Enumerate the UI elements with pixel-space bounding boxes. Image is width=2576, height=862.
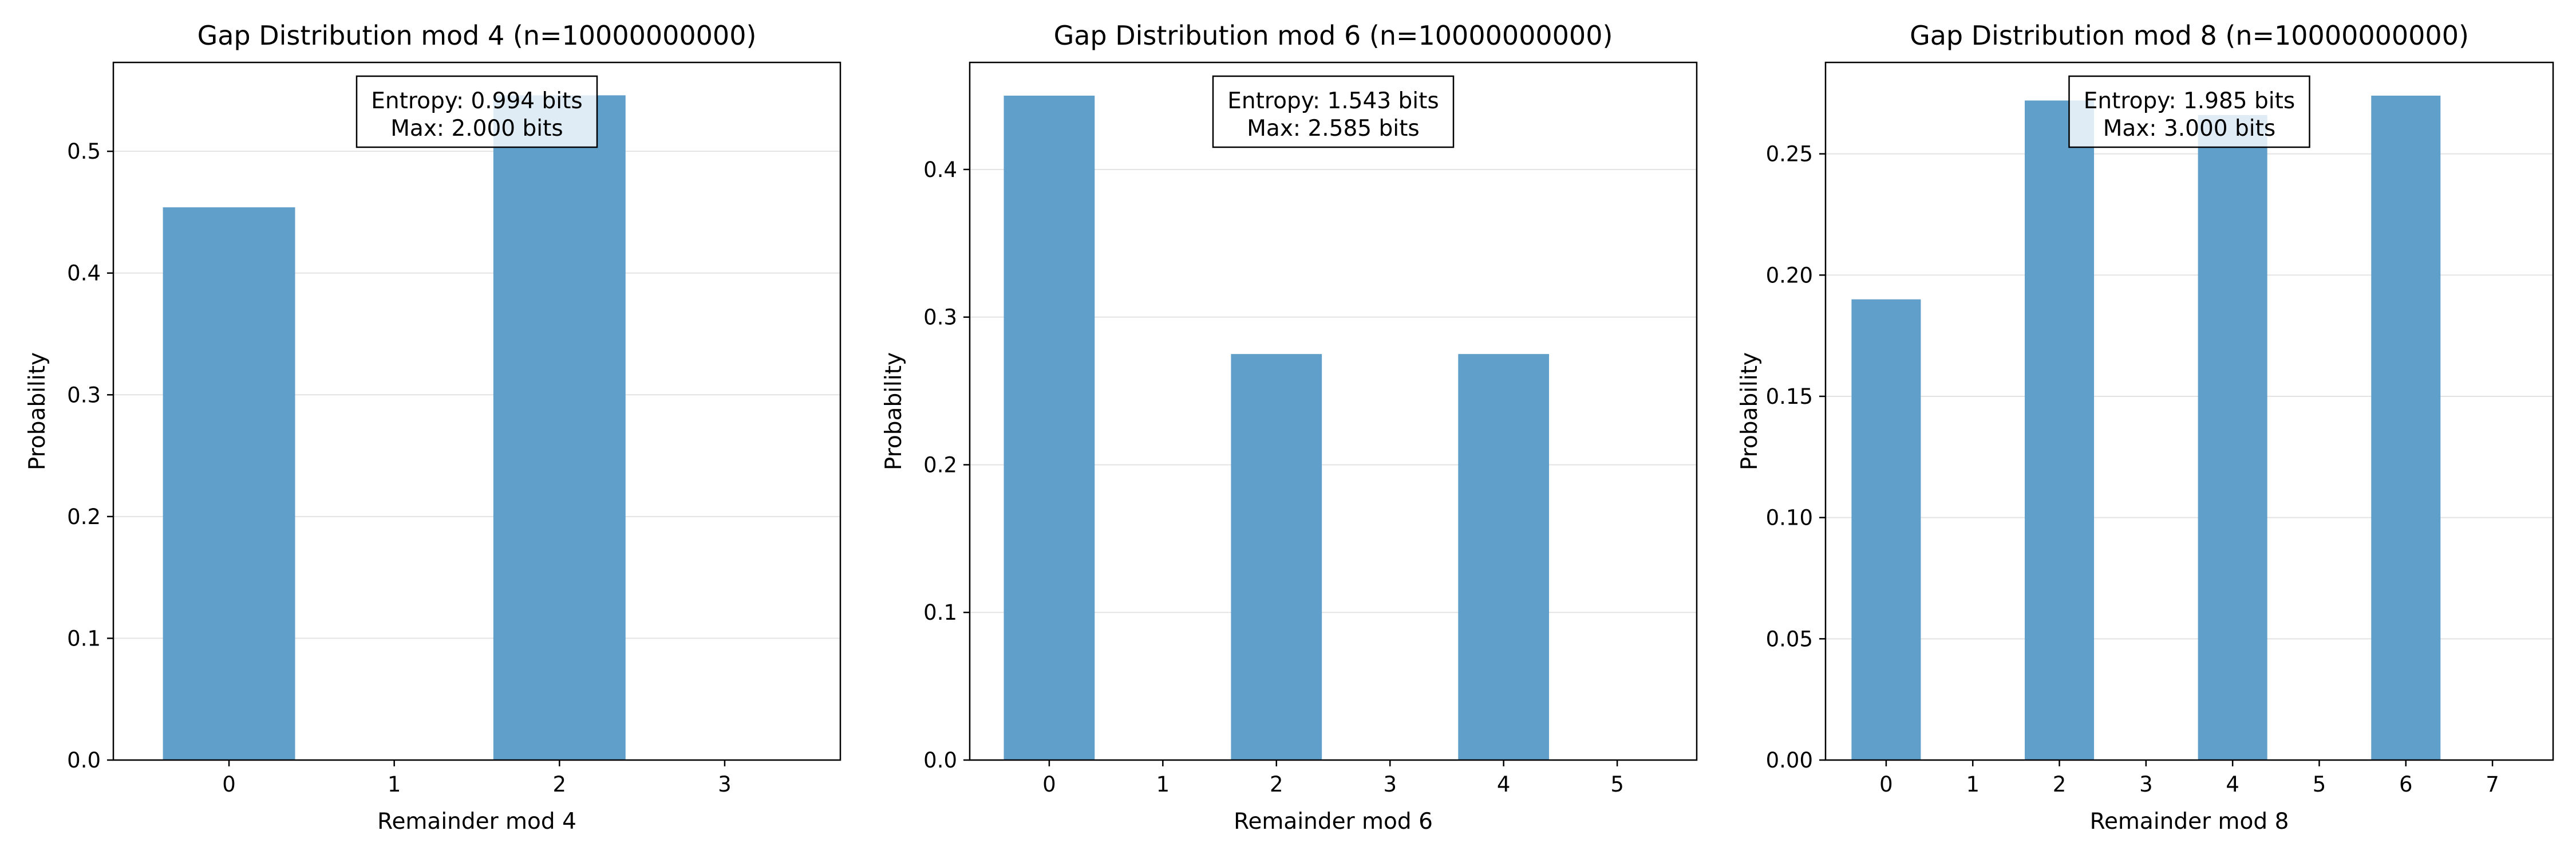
x-tick-label: 2 <box>1270 772 1283 797</box>
annotation-box <box>2068 75 2310 148</box>
y-tick-label: 0.3 <box>923 305 957 330</box>
y-axis-label: Probability <box>25 352 50 470</box>
chart-panel-2: 0.00 0.05 0.10 0.15 0.20 0.25 0 1 2 3 4 5 6 7 Entropy:… <box>1737 20 2554 835</box>
annotation-entropy: Entropy: 0.994 bits <box>371 88 582 114</box>
x-tick-label: 5 <box>2313 772 2326 797</box>
axes-frame <box>1824 61 2554 761</box>
y-tick-label: 0.4 <box>923 158 957 182</box>
x-tick-label: 0 <box>1879 772 1893 797</box>
y-tick-label: 0.05 <box>1766 627 1813 651</box>
x-axis-label: Remainder mod 4 <box>377 809 576 835</box>
x-tick-label: 7 <box>2486 772 2499 797</box>
y-tick-label: 0.15 <box>1766 384 1813 409</box>
axes-frame <box>112 61 841 761</box>
y-tick-label: 0.3 <box>67 383 101 407</box>
y-tick-label: 0.25 <box>1766 142 1813 167</box>
bar-0 <box>1851 299 1921 760</box>
y-axis-label: Probability <box>1737 352 1763 470</box>
bar-0 <box>1003 96 1095 760</box>
x-tick-label: 2 <box>2053 772 2067 797</box>
bar-4 <box>1458 354 1550 760</box>
x-axis-label: Remainder mod 8 <box>2090 809 2289 835</box>
x-tick-label: 4 <box>2226 772 2239 797</box>
annotation-entropy: Entropy: 1.985 bits <box>2084 88 2295 114</box>
chart-title: Gap Distribution mod 6 (n=10000000000) <box>1054 20 1613 51</box>
bar-2 <box>493 95 626 760</box>
y-tick-label: 0.2 <box>923 452 957 477</box>
y-axis-label: Probability <box>881 352 907 470</box>
annotation-max: Max: 2.585 bits <box>1247 116 1419 141</box>
x-tick-label: 1 <box>388 772 401 797</box>
x-tick-label: 0 <box>1042 772 1056 797</box>
axes-frame <box>969 61 1698 761</box>
y-tick-label: 0.2 <box>67 505 101 529</box>
x-tick-label: 3 <box>1383 772 1397 797</box>
x-tick-label: 6 <box>2399 772 2413 797</box>
x-tick-label: 2 <box>553 772 567 797</box>
x-tick-label: 1 <box>1156 772 1170 797</box>
x-tick-label: 3 <box>2139 772 2153 797</box>
x-tick-label: 1 <box>1966 772 1980 797</box>
annotation-box <box>1212 75 1455 148</box>
annotation-max: Max: 2.000 bits <box>390 116 563 141</box>
y-tick-label: 0.5 <box>67 139 101 164</box>
bar-6 <box>2371 96 2441 760</box>
x-tick-label: 0 <box>222 772 236 797</box>
chart-panel-1: 0.0 0.1 0.2 0.3 0.4 0 1 2 3 4 5 Entropy: 1.543 bits… <box>881 20 1698 835</box>
bar-0 <box>163 207 295 760</box>
chart-title: Gap Distribution mod 8 (n=10000000000) <box>1910 20 2469 51</box>
y-tick-label: 0.4 <box>67 261 101 286</box>
y-tick-label: 0.20 <box>1766 263 1813 288</box>
chart-panel-0: 0.0 0.1 0.2 0.3 0.4 0.5 0 1 2 3 Entropy: 0.994 bit… <box>25 20 841 835</box>
bar-4 <box>2198 115 2267 760</box>
bar-2 <box>2025 100 2095 760</box>
annotation-max: Max: 3.000 bits <box>2103 116 2275 141</box>
y-tick-label: 0.00 <box>1766 748 1813 773</box>
x-tick-label: 5 <box>1610 772 1624 797</box>
x-tick-label: 4 <box>1497 772 1511 797</box>
y-tick-label: 0.1 <box>923 600 957 625</box>
y-tick-label: 0.0 <box>67 748 101 773</box>
bar-2 <box>1231 354 1322 760</box>
y-tick-label: 0.0 <box>923 748 957 773</box>
x-axis-label: Remainder mod 6 <box>1234 809 1433 835</box>
annotation-box <box>355 75 598 148</box>
chart-title: Gap Distribution mod 4 (n=10000000000) <box>197 20 757 51</box>
annotation-entropy: Entropy: 1.543 bits <box>1227 88 1439 114</box>
y-tick-label: 0.1 <box>67 626 101 651</box>
y-tick-label: 0.10 <box>1766 506 1813 530</box>
x-tick-label: 3 <box>718 772 732 797</box>
